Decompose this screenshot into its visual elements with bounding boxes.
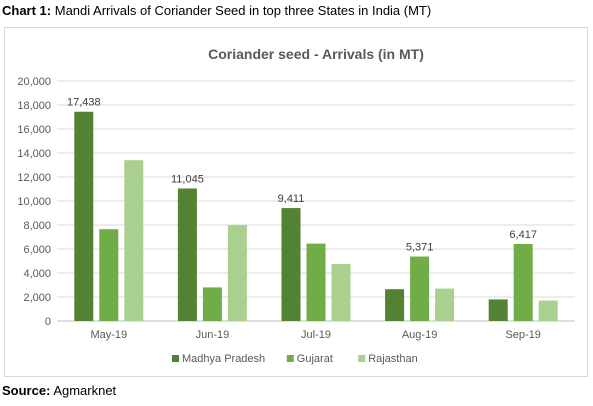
data-label: 9,411	[278, 193, 305, 205]
bar-madhya-pradesh	[488, 299, 508, 321]
data-label: 11,045	[171, 173, 204, 185]
bar-rajasthan	[538, 300, 558, 321]
source-label: Source:	[2, 383, 51, 398]
y-tick-label: 8,000	[23, 220, 51, 232]
caption-text: Mandi Arrivals of Coriander Seed in top …	[54, 3, 432, 18]
x-tick-label: Sep-19	[505, 329, 540, 341]
y-tick-label: 12,000	[17, 172, 51, 184]
y-tick-label: 6,000	[23, 244, 51, 256]
data-label: 17,438	[67, 97, 101, 109]
chart-caption: Chart 1: Mandi Arrivals of Coriander See…	[2, 3, 431, 18]
x-tick-label: May-19	[90, 329, 127, 341]
legend-swatch	[286, 355, 294, 362]
bar-gujarat	[513, 243, 533, 321]
bar-rajasthan	[227, 225, 247, 321]
bar-chart: Coriander seed - Arrivals (in MT) 0 2,000 4…	[17, 46, 575, 365]
y-tick-label: 18,000	[17, 100, 51, 112]
bar-rajasthan	[124, 160, 144, 321]
y-tick-label: 4,000	[23, 268, 51, 280]
y-tick-label: 2,000	[23, 292, 51, 304]
y-tick-label: 16,000	[17, 124, 51, 136]
y-tick-label: 14,000	[17, 148, 51, 160]
y-tick-label: 20,000	[17, 76, 51, 88]
x-tick-label: Aug-19	[402, 329, 437, 341]
bar-madhya-pradesh	[74, 111, 94, 321]
bar-madhya-pradesh	[177, 188, 197, 321]
bar-gujarat	[410, 256, 430, 321]
data-label: 5,371	[406, 242, 434, 254]
x-tick-label: Jun-19	[196, 329, 230, 341]
legend-label: Rajasthan	[368, 353, 418, 365]
legend-swatch	[358, 355, 366, 362]
bar-madhya-pradesh	[385, 289, 405, 321]
bar-madhya-pradesh	[281, 208, 301, 321]
data-label: 6,417	[509, 229, 537, 241]
bar-gujarat	[202, 287, 222, 321]
legend-swatch	[172, 355, 179, 362]
source-text: Agmarknet	[53, 383, 117, 398]
y-tick-label: 0	[45, 316, 51, 328]
chart-frame: Coriander seed - Arrivals (in MT) 0 2,000 4…	[4, 27, 588, 377]
source-note: Source: Agmarknet	[2, 383, 116, 398]
bar-gujarat	[306, 243, 326, 321]
chart-title: Coriander seed - Arrivals (in MT)	[208, 46, 424, 62]
bar-rajasthan	[435, 288, 455, 321]
bar-rajasthan	[331, 264, 351, 321]
x-tick-label: Jul-19	[301, 329, 331, 341]
bar-gujarat	[99, 229, 119, 321]
legend-label: Madhya Pradesh	[182, 353, 265, 365]
caption-label: Chart 1:	[2, 3, 52, 18]
legend-label: Gujarat	[297, 353, 333, 365]
y-tick-label: 10,000	[17, 196, 51, 208]
